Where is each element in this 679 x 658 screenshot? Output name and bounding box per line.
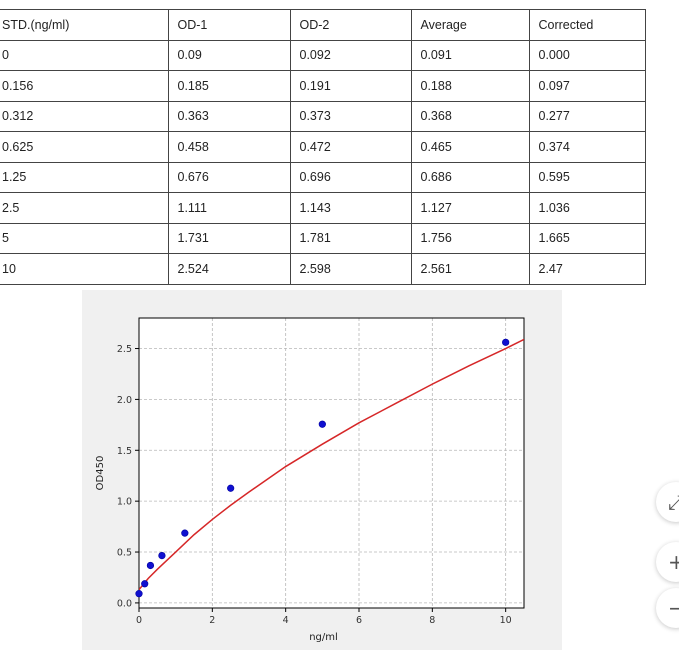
table-cell: 2.47 [529, 253, 646, 285]
table-cell: 1.127 [411, 192, 530, 224]
table-cell: 0.092 [290, 40, 412, 71]
y-tick-label: 1.0 [117, 497, 132, 508]
table-cell: 0.625 [0, 131, 169, 163]
table-cell: 0.191 [290, 70, 412, 102]
x-tick-label: 4 [283, 615, 289, 626]
standard-curve-chart: 0 2 4 6 8 10 0.0 0.5 1.0 1.5 2.0 2.5 ng/ml OD450 [82, 290, 562, 650]
plot-frame [138, 317, 525, 609]
data-point [318, 420, 326, 428]
x-tick-label: 2 [209, 615, 215, 626]
table-cell: 0.312 [0, 101, 169, 132]
y-axis-label: OD450 [95, 456, 106, 491]
x-axis-label: ng/ml [309, 632, 338, 643]
table-cell: 0.097 [529, 70, 646, 102]
zoom-out-button[interactable]: − [656, 588, 679, 628]
table-cell: 0.185 [168, 70, 291, 102]
table-cell: 2.524 [168, 253, 291, 285]
table-row: 1.25 0.676 0.696 0.686 0.595 [0, 162, 646, 193]
table-cell: 0.363 [168, 101, 291, 132]
table-header-row: STD.(ng/ml) OD-1 OD-2 Average Corrected [0, 9, 646, 41]
x-tick-label: 8 [429, 615, 435, 626]
table-cell: 0.696 [290, 162, 412, 193]
table-cell: 0.676 [168, 162, 291, 193]
fit-screen-icon: ⤢ [668, 490, 679, 514]
data-point [158, 551, 166, 560]
y-tick-label: 2.5 [117, 344, 132, 355]
data-point [141, 580, 149, 588]
table-cell: 0.156 [0, 70, 169, 102]
data-point [181, 529, 189, 537]
table-row: 0 0.09 0.092 0.091 0.000 [0, 40, 646, 71]
table-cell: 0.458 [168, 131, 291, 163]
table-row: 2.5 1.111 1.143 1.127 1.036 [0, 192, 646, 224]
data-point [146, 561, 155, 570]
y-tick-label: 1.5 [117, 446, 132, 457]
x-tick-label: 6 [356, 615, 362, 626]
table-cell: 0 [0, 40, 169, 71]
table-cell: 2.561 [411, 253, 530, 285]
x-tick-label: 10 [500, 615, 512, 626]
table-row: 10 2.524 2.598 2.561 2.47 [0, 253, 646, 285]
table-cell: 0.686 [411, 162, 530, 193]
column-header-corrected: Corrected [529, 9, 646, 41]
table-cell: 5 [0, 223, 169, 254]
plot-area [139, 318, 524, 608]
data-point [502, 338, 510, 346]
table-row: 0.312 0.363 0.373 0.368 0.277 [0, 101, 646, 132]
x-tick-label: 0 [136, 615, 142, 626]
table-cell: 1.665 [529, 223, 646, 254]
column-header-od1: OD-1 [168, 9, 291, 41]
table-cell: 0.465 [411, 131, 530, 163]
data-point [227, 484, 235, 492]
table-cell: 1.781 [290, 223, 412, 254]
column-header-od2: OD-2 [290, 9, 412, 41]
table-cell: 2.598 [290, 253, 412, 285]
table-cell: 0.000 [529, 40, 646, 71]
table-cell: 1.731 [168, 223, 291, 254]
table-cell: 10 [0, 253, 169, 285]
table-cell: 0.373 [290, 101, 412, 132]
table-cell: 0.368 [411, 101, 530, 132]
table-row: 5 1.731 1.781 1.756 1.665 [0, 223, 646, 254]
table-cell: 0.277 [529, 101, 646, 132]
y-tick-label: 2.0 [117, 395, 132, 406]
table-cell: 0.091 [411, 40, 530, 71]
table-cell: 2.5 [0, 192, 169, 224]
fit-curve-line [139, 338, 524, 591]
y-tick-label: 0.0 [117, 598, 132, 609]
minus-icon: − [668, 596, 679, 620]
column-header-std: STD.(ng/ml) [0, 9, 169, 41]
table-cell: 1.756 [411, 223, 530, 254]
table-row: 0.156 0.185 0.191 0.188 0.097 [0, 70, 646, 102]
table-cell: 1.036 [529, 192, 646, 224]
table-row: 0.625 0.458 0.472 0.465 0.374 [0, 131, 646, 163]
column-header-average: Average [411, 9, 530, 41]
y-tick-label: 0.5 [117, 548, 132, 559]
table-cell: 1.25 [0, 162, 169, 193]
table-cell: 1.111 [168, 192, 291, 224]
standards-table: STD.(ng/ml) OD-1 OD-2 Average Corrected … [0, 9, 646, 285]
table-cell: 0.09 [168, 40, 291, 71]
table-body: 0 0.09 0.092 0.091 0.000 0.156 0.185 0.191 0.188… [0, 40, 646, 285]
table-cell: 0.374 [529, 131, 646, 163]
table-cell: 0.472 [290, 131, 412, 163]
zoom-in-button[interactable]: + [656, 542, 679, 582]
chart-canvas: 0 2 4 6 8 10 0.0 0.5 1.0 1.5 2.0 2.5 ng/ml OD450 [95, 317, 525, 643]
plus-icon: + [668, 550, 679, 574]
data-point [135, 590, 143, 598]
zoom-fit-button[interactable]: ⤢ [656, 482, 679, 522]
table-cell: 0.188 [411, 70, 530, 102]
table-cell: 1.143 [290, 192, 412, 224]
table-cell: 0.595 [529, 162, 646, 193]
